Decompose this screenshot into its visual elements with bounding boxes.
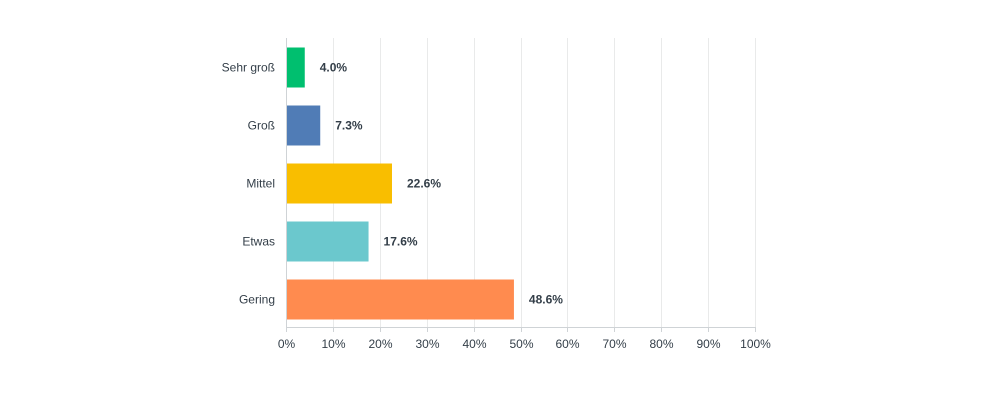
data-label: 22.6%	[407, 177, 441, 191]
data-label: 17.6%	[384, 235, 418, 249]
bar	[286, 105, 321, 146]
category-label: Groß	[248, 119, 275, 133]
bar	[286, 163, 392, 204]
x-tick-label: 80%	[649, 337, 673, 351]
value-labels: 4.0% 7.3% 22.6% 17.6% 48.6%	[320, 61, 564, 307]
axes	[286, 38, 756, 332]
category-label: Gering	[239, 293, 275, 307]
bars	[286, 47, 514, 320]
x-tick-label: 90%	[696, 337, 720, 351]
category-label: Etwas	[242, 235, 275, 249]
data-label: 48.6%	[529, 293, 563, 307]
data-label: 4.0%	[320, 61, 348, 75]
x-tick-label: 60%	[555, 337, 579, 351]
gridlines	[333, 38, 756, 327]
x-tick-label: 10%	[321, 337, 345, 351]
bar	[286, 279, 514, 320]
x-tick-label: 100%	[740, 337, 771, 351]
bar	[286, 47, 305, 88]
category-label: Sehr groß	[222, 61, 275, 75]
x-tick-label: 30%	[415, 337, 439, 351]
data-label: 7.3%	[335, 119, 363, 133]
x-tick-label: 20%	[368, 337, 392, 351]
x-tick-label: 70%	[602, 337, 626, 351]
category-label: Mittel	[246, 177, 275, 191]
x-tick-labels: 0% 10% 20% 30% 40% 50% 60% 70% 80% 90% 100%	[278, 337, 771, 351]
category-labels: Sehr groß Groß Mittel Etwas Gering	[222, 61, 275, 307]
x-tick-label: 40%	[462, 337, 486, 351]
x-tick-label: 0%	[278, 337, 296, 351]
x-tick-label: 50%	[509, 337, 533, 351]
bar	[286, 221, 369, 262]
